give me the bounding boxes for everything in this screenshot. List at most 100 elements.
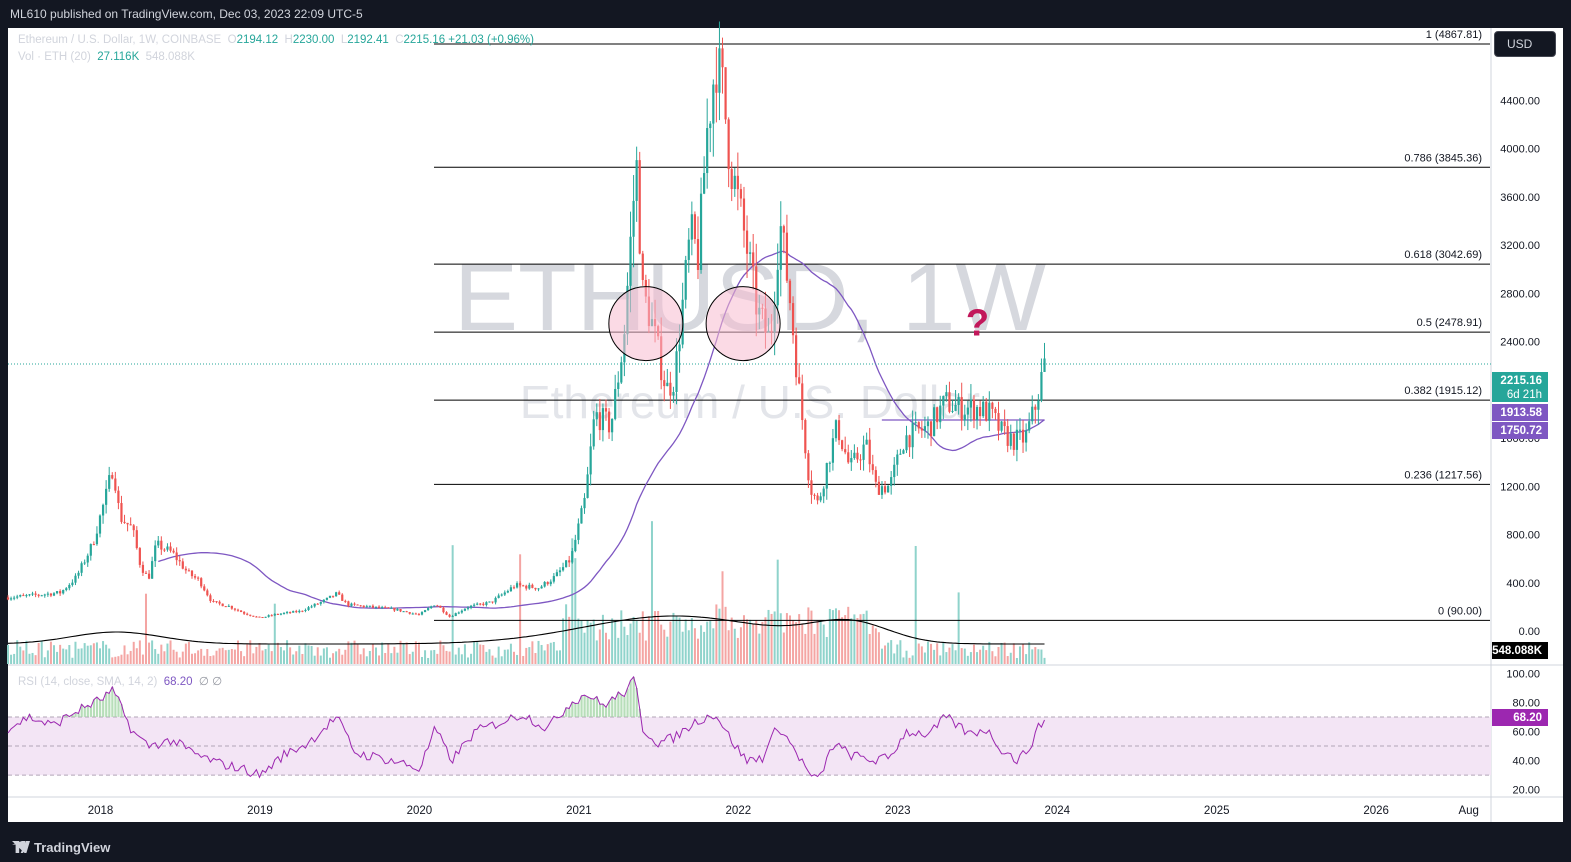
volume-bar: [666, 637, 668, 664]
price-tick-9: 1200.00: [1500, 481, 1540, 493]
candle-body: [740, 189, 742, 198]
candle-body: [982, 402, 984, 416]
candle-body: [90, 544, 92, 556]
candle-body: [22, 595, 24, 596]
candle-body: [445, 612, 447, 615]
candle-body: [970, 399, 972, 407]
volume-bar: [936, 643, 938, 664]
candle-body: [789, 281, 791, 303]
candle-body: [105, 489, 107, 505]
candle-body: [583, 498, 585, 508]
candle-body: [111, 475, 113, 478]
volume-bar: [372, 644, 374, 664]
rsi-overbought-fill: [84, 708, 86, 717]
candle-body: [703, 173, 705, 194]
fib-label-6: 0 (90.00): [1438, 605, 1482, 617]
volume-bar: [488, 649, 490, 664]
candle-body: [593, 419, 595, 446]
volume-bar: [593, 620, 595, 664]
candle-body: [102, 505, 104, 516]
volume-bar: [430, 650, 432, 664]
candle-body: [534, 588, 536, 589]
volume-bar: [464, 644, 466, 664]
candle-body: [139, 548, 141, 565]
volume-bar: [292, 655, 294, 664]
candle-body: [191, 571, 193, 576]
volume-bar: [120, 655, 122, 664]
volume-bar: [482, 645, 484, 664]
candle-body: [964, 415, 966, 421]
volume-bar: [826, 637, 828, 664]
volume-bar: [111, 657, 113, 664]
candle-body: [332, 596, 334, 597]
candle-body: [108, 475, 110, 489]
candle-body: [145, 573, 147, 574]
candle-body: [280, 614, 282, 615]
candle-body: [341, 595, 343, 601]
volume-bar: [734, 629, 736, 664]
tradingview-logo[interactable]: TradingView: [12, 834, 110, 862]
candle-body: [320, 602, 322, 604]
rsi-overbought-fill: [626, 689, 628, 717]
volume-bar: [314, 656, 316, 664]
candle-body: [688, 240, 690, 260]
volume-bar: [461, 654, 463, 664]
currency-button[interactable]: USD: [1494, 31, 1556, 57]
volume-bar: [41, 640, 43, 664]
volume-bar: [7, 645, 9, 664]
candle-body: [915, 422, 917, 423]
candle-body: [786, 233, 788, 281]
volume-bar: [495, 658, 497, 664]
volume-bar: [764, 617, 766, 664]
volume-bar: [525, 648, 527, 664]
volume-bar: [179, 657, 181, 664]
volume-bar: [538, 641, 540, 664]
volume-bar: [682, 632, 684, 664]
volume-bar: [703, 632, 705, 664]
candle-body: [120, 503, 122, 522]
candle-body: [206, 590, 208, 595]
volume-bar: [893, 653, 895, 664]
rsi-legend[interactable]: RSI (14, close, SMA, 14, 2) 68.20 ∅ ∅: [18, 674, 222, 688]
volume-bar: [206, 649, 208, 664]
candle-body: [746, 231, 748, 254]
candle-body: [752, 252, 754, 266]
candle-body: [528, 585, 530, 589]
volume-bar: [614, 622, 616, 664]
volume-bar: [369, 651, 371, 664]
volume-bar: [295, 651, 297, 664]
candle-body: [945, 392, 947, 396]
volume-bar: [16, 640, 18, 664]
volume-bar: [439, 641, 441, 664]
volume-bar: [280, 647, 282, 664]
candle-body: [53, 593, 55, 595]
volume-bar: [320, 656, 322, 664]
volume-bar: [130, 651, 132, 664]
candle-body: [608, 412, 610, 433]
rsi-overbought-fill: [574, 704, 576, 717]
candle-body: [967, 408, 969, 415]
volume-bar: [176, 652, 178, 664]
volume-bar: [602, 615, 604, 664]
volume-legend[interactable]: Vol · ETH (20) 27.116K 548.088K: [18, 51, 195, 63]
ma-label-2: 1750.72: [1500, 425, 1542, 437]
candle-body: [176, 552, 178, 560]
volume-bar: [519, 554, 521, 664]
candle-body: [246, 614, 248, 615]
rsi-overbought-fill: [114, 695, 116, 717]
volume-bar: [467, 657, 469, 664]
volume-bar: [498, 647, 500, 664]
ma-label-1: 1913.58: [1500, 407, 1542, 419]
symbol-legend[interactable]: Ethereum / U.S. Dollar, 1W, COINBASE O21…: [18, 34, 534, 46]
candle-body: [862, 445, 864, 460]
volume-bar: [311, 646, 313, 664]
volume-bar: [927, 642, 929, 664]
candle-body: [126, 523, 128, 524]
candle-body: [424, 610, 426, 612]
candle-body: [274, 614, 276, 615]
candle-body: [1007, 426, 1009, 446]
volume-bar: [436, 654, 438, 664]
candle-body: [642, 254, 644, 280]
candle-body: [629, 237, 631, 286]
